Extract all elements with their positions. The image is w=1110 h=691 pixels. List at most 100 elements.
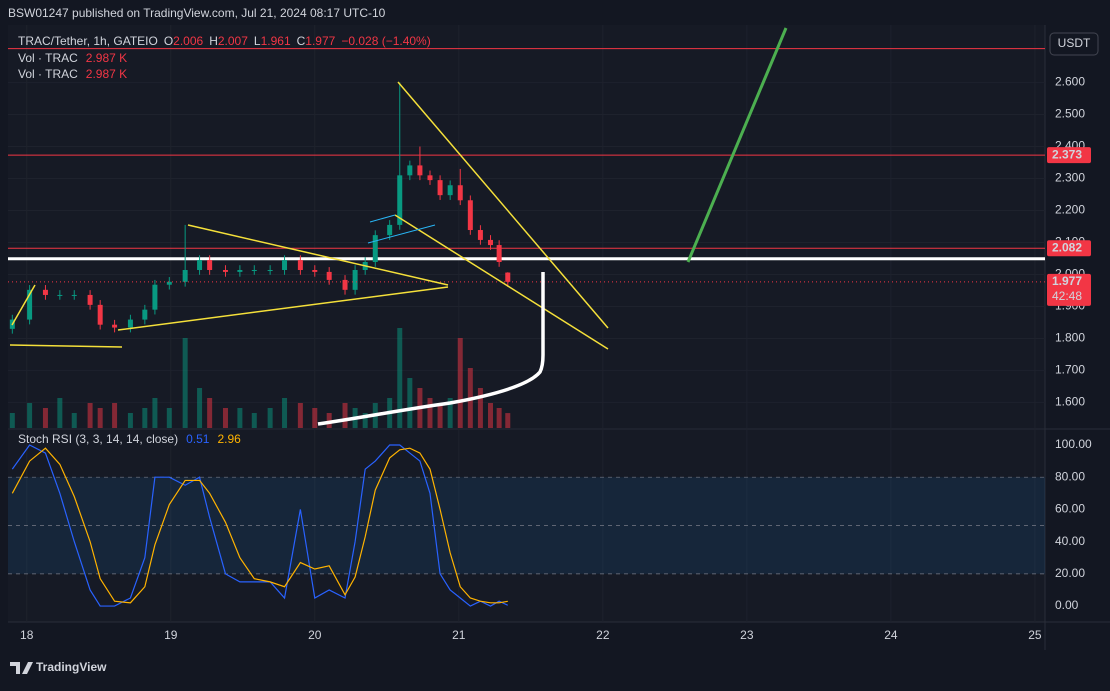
candle-body [505, 272, 511, 282]
candle-body [477, 230, 483, 240]
x-tick-label: 22 [596, 628, 610, 642]
volume-bar [342, 403, 348, 428]
currency-label: USDT [1058, 36, 1091, 50]
y-tick-label: 1.700 [1055, 363, 1085, 377]
candle-body [87, 294, 93, 305]
stoch-tick-label: 40.00 [1055, 534, 1085, 548]
channel-line [369, 214, 396, 223]
volume-bar [127, 413, 133, 428]
volume-bar [267, 408, 273, 428]
stoch-tick-label: 100.00 [1055, 437, 1092, 451]
candle-body [71, 294, 77, 296]
drawings [9, 27, 788, 426]
stoch-tick-label: 60.00 [1055, 502, 1085, 516]
volume-bar [71, 413, 77, 428]
trend-line [11, 284, 36, 326]
candle-body [166, 281, 172, 285]
stoch-tick-label: 80.00 [1055, 469, 1085, 483]
candle-body [127, 319, 133, 328]
candle-body [207, 260, 213, 270]
currency-box [1049, 32, 1099, 56]
price-label-box [1047, 240, 1091, 257]
volume-bar [97, 408, 103, 428]
candle-body [112, 324, 118, 328]
candle-body [342, 279, 348, 290]
brand-logo [10, 662, 33, 674]
legend-value: 1.961 [261, 34, 291, 48]
countdown-label: 42:48 [1052, 289, 1082, 303]
volume-bar [87, 403, 93, 428]
brand-name: TradingView [36, 660, 107, 674]
trend-line [397, 81, 609, 329]
candle-body [496, 245, 502, 263]
price-label-box [1047, 147, 1091, 164]
legend-symbol-name: TRAC/Tether, 1h, GATEIO [18, 34, 158, 48]
candle-body [312, 269, 318, 272]
candle-body [197, 260, 203, 270]
candle-body [222, 269, 228, 272]
volume-bar [42, 408, 48, 428]
volume-legend-value: 2.987 K [86, 51, 127, 65]
volume-bar [251, 413, 257, 428]
volume-bar [362, 413, 368, 428]
stoch-tick-label: 0.00 [1055, 598, 1079, 612]
volume-bar [477, 388, 483, 428]
candle-body [457, 185, 463, 201]
volume-bar [326, 413, 332, 428]
volume-bar [142, 408, 148, 428]
volume-bar [152, 398, 158, 428]
y-tick-label: 2.600 [1055, 75, 1085, 89]
volume-bar [487, 403, 493, 428]
stoch-line [11, 447, 508, 604]
volume-bar [457, 338, 463, 428]
candle-body [142, 309, 148, 320]
volume-bar [57, 398, 63, 428]
legend-symbol: TRAC/Tether, 1h, GATEIO O2.006 H2.007 L1.96… [18, 34, 431, 48]
y-tick-label: 2.200 [1055, 203, 1085, 217]
volume-bar [312, 408, 318, 428]
x-tick-label: 20 [308, 628, 322, 642]
volume-bar [407, 378, 413, 428]
candle-body [417, 165, 423, 176]
candle-body [282, 260, 288, 270]
x-tick-label: 19 [164, 628, 178, 642]
legend-prefix: H [209, 34, 218, 48]
volume-bar [397, 328, 403, 428]
stoch-title: Stoch RSI (3, 3, 14, 14, close) [18, 432, 178, 446]
volume-bar [297, 403, 303, 428]
candle-body [267, 269, 273, 271]
candle-body [42, 289, 48, 295]
x-tick-label: 23 [740, 628, 754, 642]
candle-body [372, 235, 378, 263]
stoch-value: 2.96 [217, 432, 241, 446]
volume-bar [222, 408, 228, 428]
price-label: 2.373 [1052, 147, 1082, 161]
candle-body [437, 180, 443, 196]
trend-line [9, 344, 123, 348]
legend-value: 2.007 [218, 34, 248, 48]
volume-legend: Vol · TRAC 2.987 K [18, 51, 127, 65]
candle-body [297, 260, 303, 270]
candle-body [57, 294, 63, 296]
volume-legend-name: Vol · TRAC [18, 51, 78, 65]
trend-line [394, 214, 609, 350]
legend-prefix: L [254, 34, 261, 48]
projection-line [686, 27, 788, 263]
header-title: BSW01247 published on TradingView.com, J… [8, 6, 386, 20]
x-tick-label: 18 [20, 628, 34, 642]
x-tick-label: 25 [1028, 628, 1042, 642]
candle-body [397, 175, 403, 225]
trend-line [187, 224, 449, 286]
volume-bar [282, 398, 288, 428]
candle-body [427, 175, 433, 181]
legend-value: 2.006 [173, 34, 203, 48]
volume-bar [182, 338, 188, 428]
volume-bar [505, 413, 511, 428]
channel-line [367, 224, 436, 244]
volume-bar [496, 408, 502, 428]
candle-body [27, 289, 33, 320]
candle-body [182, 269, 188, 282]
volume-bar [197, 388, 203, 428]
y-tick-label: 1.800 [1055, 331, 1085, 345]
